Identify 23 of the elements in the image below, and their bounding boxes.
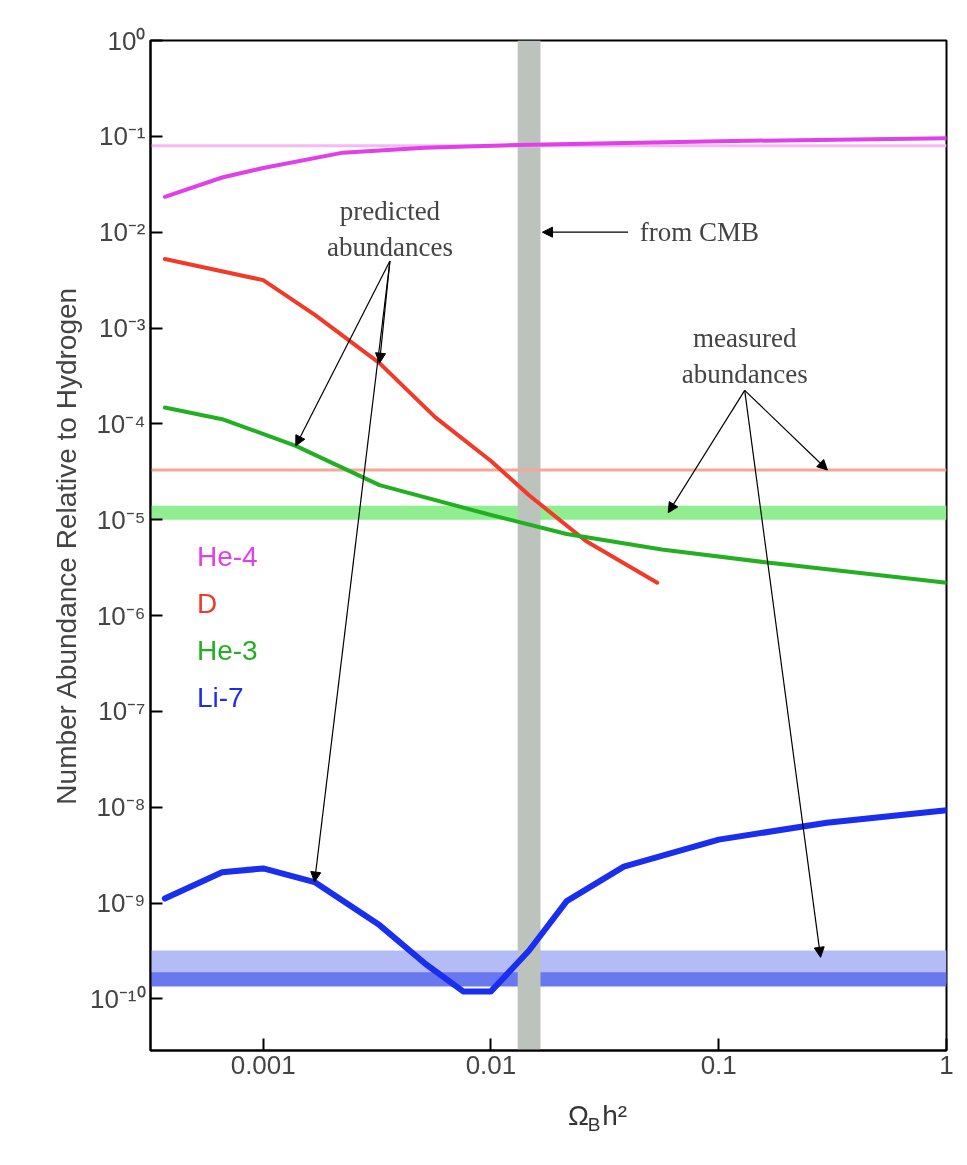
y-tick-label: 10⁰ [107,25,146,56]
annotation: from CMB [639,217,760,248]
y-tick-label: 10⁻⁶ [96,600,146,631]
text: He-4 [196,540,258,572]
y-tick-label: 10⁻⁹ [96,888,146,919]
text: D [196,587,218,619]
y-tick-label: 10⁻² [98,217,146,248]
x-tick-label: 0.1 [700,1049,737,1080]
text: He-3 [196,634,258,666]
x-tick-label: 0.01 [465,1049,517,1080]
text: Li-7 [196,681,244,713]
y-tick-label: 10⁻¹⁰ [89,983,146,1014]
annotation: predicted abundances [326,195,453,262]
y-tick-label: 10⁻¹ [98,121,146,152]
annotation: measured abundances [681,323,808,390]
y-axis-title: Number Abundance Relative to Hydrogen [50,287,82,805]
y-tick-label: 10⁻⁷ [98,696,146,727]
y-tick-label: 10⁻³ [98,313,146,344]
y-tick-label: 10⁻⁴ [96,408,146,439]
x-tick-label: 0.001 [230,1049,296,1080]
x-tick-label: 1 [939,1049,954,1080]
y-tick-label: 10⁻⁸ [96,792,146,823]
y-tick-label: 10⁻⁵ [96,504,146,535]
